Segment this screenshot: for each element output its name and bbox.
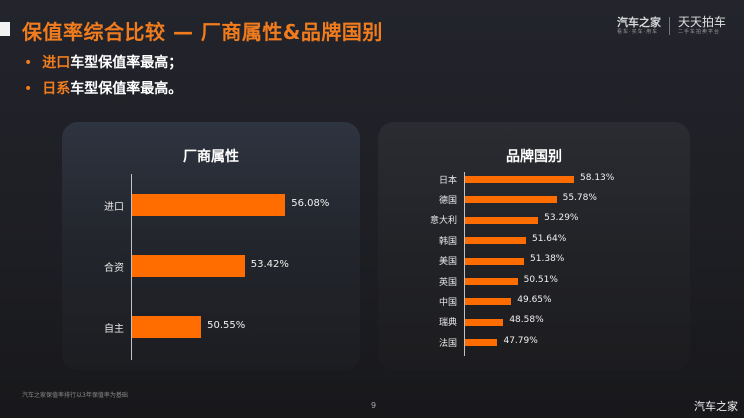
bullet-text: 车型保值率最高； [70,55,183,71]
chart-title: 厂商属性 [183,149,239,165]
bar [132,255,245,277]
footnote: 汽车之家保值率排行以3年保值率为基础 [22,392,128,399]
value-label: 56.08% [291,198,330,209]
bar [465,318,504,326]
bar [465,298,512,306]
category-label: 韩国 [438,236,457,247]
summary-bullets: • 进口车型保值率最高； • 日系车型保值率最高。 [24,50,182,102]
category-label: 自主 [104,324,124,335]
bullet-highlight: 日系 [42,81,71,97]
bar [132,316,202,338]
bar [465,278,518,285]
logo-divider [668,17,670,35]
chart-manufacturer-type: 厂商属性 进口 56.08% 合资 53.42% 自主 50.55% [62,122,360,370]
value-label: 49.65% [517,294,552,305]
value-label: 48.58% [509,315,544,326]
title-marker [0,22,10,36]
category-label: 瑞典 [438,318,457,329]
page-number: 9 [371,401,377,410]
bar [465,237,526,245]
category-label: 日本 [438,175,457,186]
watermark: 汽车之家 [694,400,738,413]
y-axis-line [131,174,132,360]
bullet-highlight: 进口 [42,55,71,71]
brand-logo: 汽车之家 看车·买车·用车 天天拍车 二手车拍卖平台 [617,16,726,36]
bar [465,339,498,347]
category-label: 法国 [438,338,457,349]
value-label: 47.79% [503,335,538,346]
value-label: 58.13% [580,172,615,183]
bar [465,216,539,224]
category-label: 合资 [104,263,124,274]
category-label: 意大利 [429,216,457,227]
logo-autohome: 汽车之家 [616,16,661,29]
bullet-item: • 日系车型保值率最高。 [24,76,182,102]
category-label: 德国 [438,195,457,206]
bullet-item: • 进口车型保值率最高； [24,50,182,76]
bar [465,257,525,265]
logo-ttpai: 天天拍车 [677,15,726,29]
chart-title: 品牌国别 [506,149,562,165]
category-label: 进口 [104,202,124,213]
logo-autohome-sub: 看车·买车·用车 [616,29,659,35]
value-label: 51.64% [531,233,567,244]
bar [465,196,557,204]
bullet-text: 车型保值率最高。 [70,81,183,97]
value-label: 53.29% [544,213,579,224]
value-label: 55.78% [562,192,597,203]
value-label: 50.55% [207,320,246,331]
bar [132,194,286,216]
page-title: 保值率综合比较 — 厂商属性&品牌国别 [22,20,383,44]
bullet-dot-icon: • [24,81,33,97]
y-axis-line [464,172,465,356]
category-label: 英国 [438,277,457,288]
category-label: 美国 [438,257,457,268]
logo-ttpai-sub: 二手车拍卖平台 [677,29,720,35]
value-label: 50.51% [523,274,558,285]
value-label: 51.38% [530,254,565,265]
chart-brand-country: 品牌国别 日本 58.13% 德国 55.78% 意大利 53.29% 韩国 51.64% 美国… [378,122,690,370]
bullet-dot-icon: • [24,55,33,71]
bar [465,176,574,183]
value-label: 53.42% [250,259,289,270]
category-label: 中国 [438,297,457,308]
